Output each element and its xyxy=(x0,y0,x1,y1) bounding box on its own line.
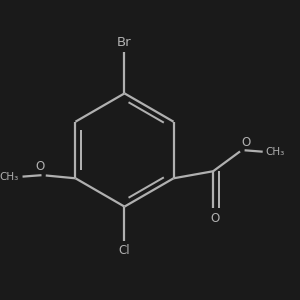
Text: Br: Br xyxy=(117,36,132,49)
Text: O: O xyxy=(242,136,251,148)
Text: CH₃: CH₃ xyxy=(266,147,285,157)
Text: O: O xyxy=(210,212,219,225)
Text: O: O xyxy=(35,160,44,172)
Text: Cl: Cl xyxy=(119,244,130,257)
Text: CH₃: CH₃ xyxy=(0,172,19,182)
